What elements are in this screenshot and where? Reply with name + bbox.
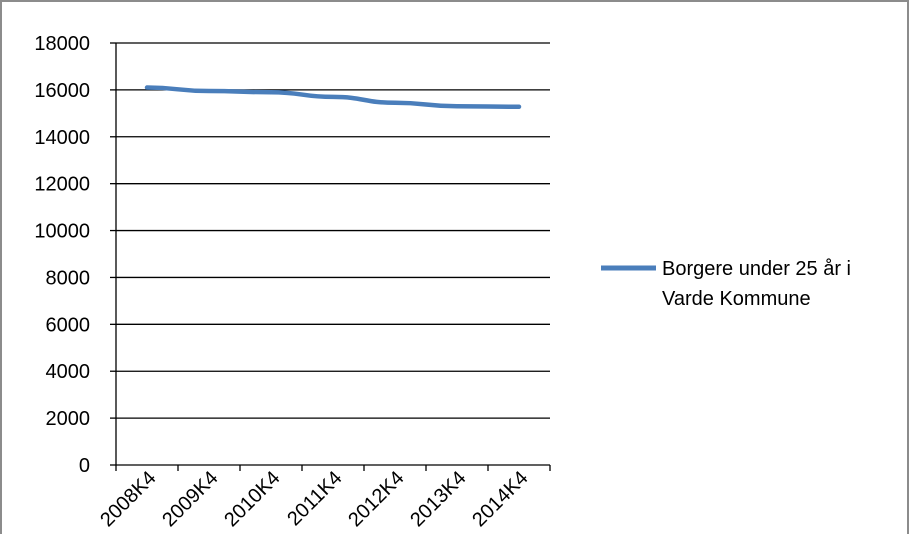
legend-label-line-2: Varde Kommune [662,288,811,310]
series-group [144,85,522,110]
y-tick-label-4000: 4000 [46,361,91,383]
x-tick-label-2010K4: 2010K4 [220,467,284,531]
y-tick-label-2000: 2000 [46,408,91,430]
y-tick-label-12000: 12000 [34,174,90,196]
y-tick-label-0: 0 [79,455,90,477]
y-tick-label-8000: 8000 [46,267,91,289]
gridlines [116,42,550,419]
x-tick-label-2014K4: 2014K4 [468,467,532,531]
y-tick-label-14000: 14000 [34,127,90,149]
x-tick-label-2008K4: 2008K4 [96,467,160,531]
y-tick-label-6000: 6000 [46,314,91,336]
x-tick-label-2012K4: 2012K4 [344,467,408,531]
x-tick-labels: 2008K42009K42010K42011K42012K42013K42014… [96,467,532,531]
y-tick-label-16000: 16000 [34,80,90,102]
x-tick-label-2011K4: 2011K4 [283,467,346,530]
legend-label-line-1: Borgere under 25 år i [662,258,851,280]
y-tick-label-18000: 18000 [34,33,90,55]
x-tick-label-2013K4: 2013K4 [406,467,470,531]
legend: Borgere under 25 år i Varde Kommune [601,258,851,310]
x-tick-label-2009K4: 2009K4 [158,467,222,531]
y-tick-labels: 0 2000 4000 6000 8000 10000 12000 14000 16000 180… [34,33,90,477]
y-tick-label-10000: 10000 [34,221,90,243]
axes [110,42,551,471]
